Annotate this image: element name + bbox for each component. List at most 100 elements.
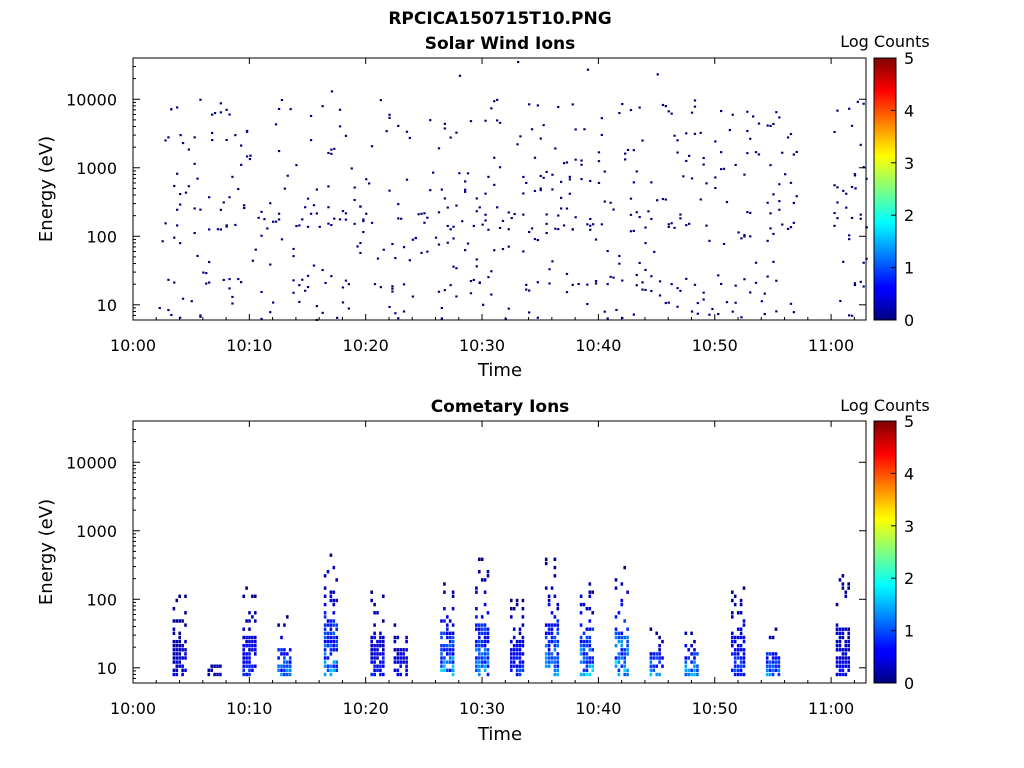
cometary-cell	[582, 672, 586, 677]
cometary-cell	[402, 656, 405, 660]
solar-wind-cell	[493, 156, 496, 159]
solar-wind-cell	[865, 226, 868, 229]
solar-wind-cell	[379, 286, 382, 289]
solar-wind-cell	[298, 300, 301, 303]
cometary-cell	[841, 660, 845, 664]
cometary-cell	[475, 656, 478, 660]
cometary-cell	[835, 644, 839, 648]
solar-wind-cell	[327, 222, 330, 225]
solar-wind-cell	[676, 305, 679, 308]
cometary-cell	[280, 668, 283, 672]
solar-wind-cell	[231, 302, 234, 305]
solar-wind-cell	[525, 288, 528, 291]
cometary-cell	[739, 611, 743, 615]
solar-wind-cell	[740, 316, 743, 319]
cometary-cell	[181, 668, 184, 672]
cometary-cell	[277, 623, 280, 627]
solar-wind-cell	[243, 204, 246, 207]
cometary-cell	[544, 652, 548, 656]
cometary-cell	[486, 627, 490, 631]
solar-wind-cell	[464, 249, 467, 252]
solar-wind-cell	[539, 137, 542, 140]
cometary-cell	[288, 660, 292, 664]
solar-wind-cell	[507, 211, 510, 214]
solar-wind-cell	[766, 201, 769, 204]
cometary-cell	[373, 648, 376, 652]
solar-wind-cell	[458, 74, 462, 77]
cometary-cell	[283, 664, 286, 668]
cometary-cell	[382, 644, 385, 648]
cometary-x-tick-label: 11:00	[808, 699, 854, 718]
cometary-cell	[620, 582, 624, 586]
cometary-cell	[777, 656, 781, 660]
cometary-cell	[480, 615, 484, 619]
solar-wind-cell	[464, 188, 467, 191]
solar-wind-y-ticks: 10 100 1000 10000	[66, 57, 866, 321]
solar-wind-cell	[309, 139, 313, 142]
solar-wind-cell	[597, 151, 601, 154]
cometary-cell	[512, 607, 516, 611]
solar-wind-cell	[301, 218, 304, 221]
solar-wind-cell	[249, 154, 252, 157]
solar-wind-cell	[702, 291, 705, 294]
solar-wind-cell	[408, 136, 411, 139]
cometary-cell	[373, 611, 376, 615]
solar-wind-cell	[635, 274, 638, 277]
cometary-cell	[178, 594, 181, 598]
cometary-cell	[248, 660, 251, 664]
solar-wind-cell	[333, 147, 336, 150]
solar-wind-cell	[664, 198, 667, 201]
cometary-cell	[175, 664, 179, 668]
cometary-cell	[521, 644, 525, 648]
solar-wind-cell	[667, 225, 670, 228]
solar-wind-cell	[789, 133, 793, 136]
solar-wind-cell	[519, 135, 522, 138]
cometary-cell	[451, 623, 455, 627]
cometary-cell	[379, 652, 382, 656]
cometary-cell	[847, 586, 850, 590]
solar-wind-cell	[638, 261, 641, 264]
solar-wind-cell	[667, 110, 670, 113]
solar-wind-colorbar-label: Log Counts	[840, 32, 930, 51]
solar-wind-cell	[650, 217, 653, 220]
solar-wind-cell	[225, 108, 228, 111]
cometary-cell	[402, 660, 405, 664]
solar-wind-cell	[539, 189, 542, 192]
solar-wind-cell	[179, 193, 182, 196]
solar-wind-cell	[629, 230, 633, 233]
cometary-cell	[739, 644, 743, 648]
solar-wind-cell	[795, 150, 798, 153]
solar-wind-cell	[754, 261, 758, 264]
solar-wind-x-tick-label: 10:00	[110, 336, 156, 355]
cometary-cell	[323, 611, 327, 615]
cometary-cell	[626, 668, 629, 672]
cometary-cell	[518, 656, 522, 660]
cometary-cell	[835, 672, 839, 677]
solar-wind-cell	[432, 171, 435, 174]
cometary-cell	[544, 586, 548, 590]
cometary-cell	[588, 594, 592, 598]
cometary-cell	[515, 652, 519, 656]
cometary-cell	[370, 598, 373, 603]
cometary-cell	[448, 668, 452, 672]
cometary-cell	[550, 652, 554, 656]
cometary-cell	[844, 648, 848, 652]
cometary-cell	[652, 656, 656, 660]
cometary-cell	[323, 623, 327, 627]
solar-wind-cell	[632, 149, 635, 152]
solar-wind-cell	[464, 180, 467, 183]
cometary-cell	[579, 623, 583, 627]
cometary-cell	[373, 672, 376, 677]
solar-wind-cell	[496, 206, 499, 209]
solar-wind-cell	[306, 197, 310, 200]
cometary-cell	[402, 652, 405, 656]
cometary-cell	[777, 672, 781, 677]
cometary-cell	[277, 668, 280, 672]
cometary-cell	[376, 668, 379, 672]
cometary-cell	[242, 660, 245, 664]
cometary-cell	[579, 602, 583, 607]
cometary-cell	[733, 672, 737, 677]
cometary-cell	[623, 656, 626, 660]
solar-wind-cell	[621, 316, 624, 319]
solar-wind-cell	[530, 128, 534, 131]
